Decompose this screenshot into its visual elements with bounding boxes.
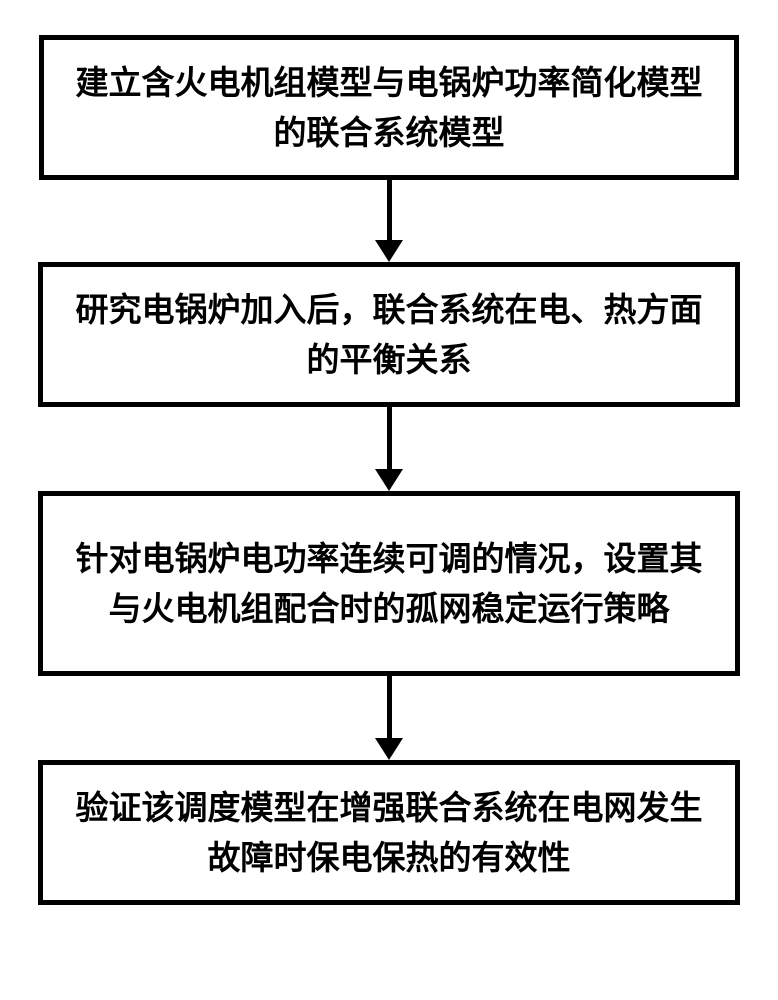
- flowchart-arrow-2: [375, 407, 403, 491]
- node-text: 针对电锅炉电功率连续可调的情况，设置其与火电机组配合时的孤网稳定运行策略: [63, 534, 715, 633]
- arrow-line: [387, 180, 392, 240]
- flowchart-arrow-3: [375, 676, 403, 760]
- arrow-line: [387, 676, 392, 738]
- node-text: 建立含火电机组模型与电锅炉功率简化模型的联合系统模型: [64, 58, 714, 157]
- arrow-head-icon: [375, 738, 403, 760]
- flowchart-arrow-1: [375, 180, 403, 262]
- node-text: 研究电锅炉加入后，联合系统在电、热方面的平衡关系: [63, 285, 715, 384]
- arrow-line: [387, 407, 392, 469]
- flowchart-node-3: 针对电锅炉电功率连续可调的情况，设置其与火电机组配合时的孤网稳定运行策略: [38, 491, 740, 676]
- flowchart-node-4: 验证该调度模型在增强联合系统在电网发生故障时保电保热的有效性: [38, 760, 740, 905]
- flowchart-node-2: 研究电锅炉加入后，联合系统在电、热方面的平衡关系: [38, 262, 740, 407]
- node-text: 验证该调度模型在增强联合系统在电网发生故障时保电保热的有效性: [63, 783, 715, 882]
- flowchart-node-1: 建立含火电机组模型与电锅炉功率简化模型的联合系统模型: [39, 35, 739, 180]
- arrow-head-icon: [375, 469, 403, 491]
- arrow-head-icon: [375, 240, 403, 262]
